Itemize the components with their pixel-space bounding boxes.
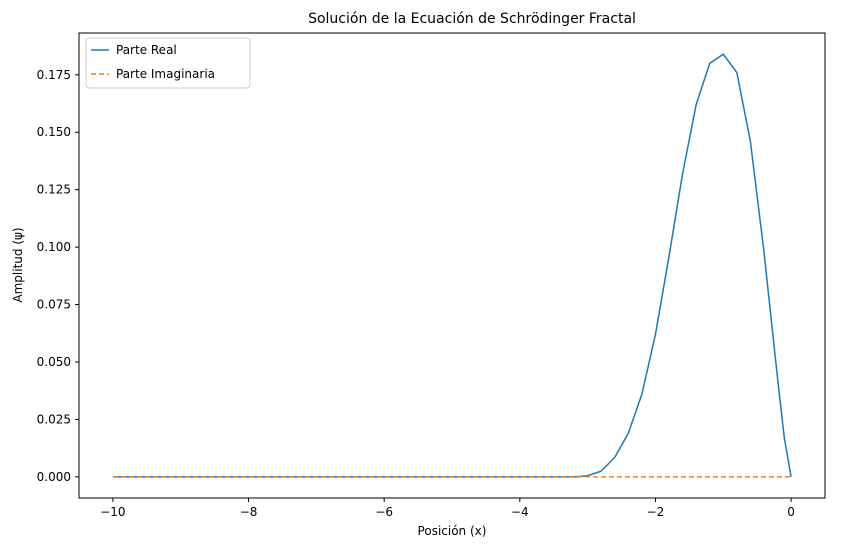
x-tick-label: −6 xyxy=(375,505,393,519)
plot-area: −10 −8 −6 −4 −2 0 0.0000.0250.0500.0750.1000.… xyxy=(37,32,826,519)
y-tick-label: 0.050 xyxy=(37,355,71,369)
legend-label-parte-imaginaria: Parte Imaginaria xyxy=(116,67,215,81)
legend-box xyxy=(85,37,251,89)
y-tick-label: 0.000 xyxy=(37,470,71,484)
legend-label-parte-real: Parte Real xyxy=(116,43,177,57)
chart-title: Solución de la Ecuación de Schrödinger F… xyxy=(308,11,636,27)
y-tick-label: 0.025 xyxy=(37,412,71,426)
x-tick-label: −2 xyxy=(647,505,665,519)
x-tick-label: 0 xyxy=(787,505,795,519)
y-tick-label: 0.100 xyxy=(37,240,71,254)
x-axis: −10 −8 −6 −4 −2 0 xyxy=(100,498,795,519)
y-axis: 0.000 0.025 0.050 0.075 0.100 0.125 0.150 0.175 xyxy=(37,68,79,484)
y-tick-label: 0.125 xyxy=(37,183,71,197)
axes-frame xyxy=(78,32,826,499)
x-tick-label: −8 xyxy=(240,505,258,519)
x-tick-label: −4 xyxy=(511,505,529,519)
x-axis-label: Posición (x) xyxy=(418,524,487,538)
x-tick-label: −10 xyxy=(100,505,125,519)
y-tick-label: 0.150 xyxy=(37,125,71,139)
y-axis-label: Amplitud (ψ) xyxy=(11,227,25,302)
legend: Parte Real Parte Imaginaria xyxy=(85,37,251,89)
series-layer xyxy=(112,53,792,478)
y-tick-label: 0.175 xyxy=(37,68,71,82)
y-tick-label: 0.075 xyxy=(37,298,71,312)
